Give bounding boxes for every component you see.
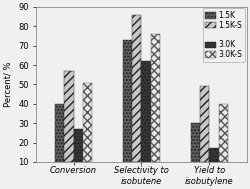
Bar <box>190 123 200 162</box>
Bar <box>209 148 218 162</box>
Bar <box>132 15 141 162</box>
Bar <box>123 40 132 162</box>
Bar <box>142 61 151 162</box>
Bar <box>74 129 83 162</box>
Bar <box>200 86 209 162</box>
Bar <box>218 104 228 162</box>
Bar <box>55 104 64 162</box>
Bar <box>151 34 160 162</box>
Y-axis label: Percent/ %: Percent/ % <box>4 62 13 107</box>
Legend: 1.5K, 1.5K-S, , 3.0K, 3.0K-S: 1.5K, 1.5K-S, , 3.0K, 3.0K-S <box>203 9 245 62</box>
Bar <box>83 83 92 162</box>
Bar <box>64 71 74 162</box>
